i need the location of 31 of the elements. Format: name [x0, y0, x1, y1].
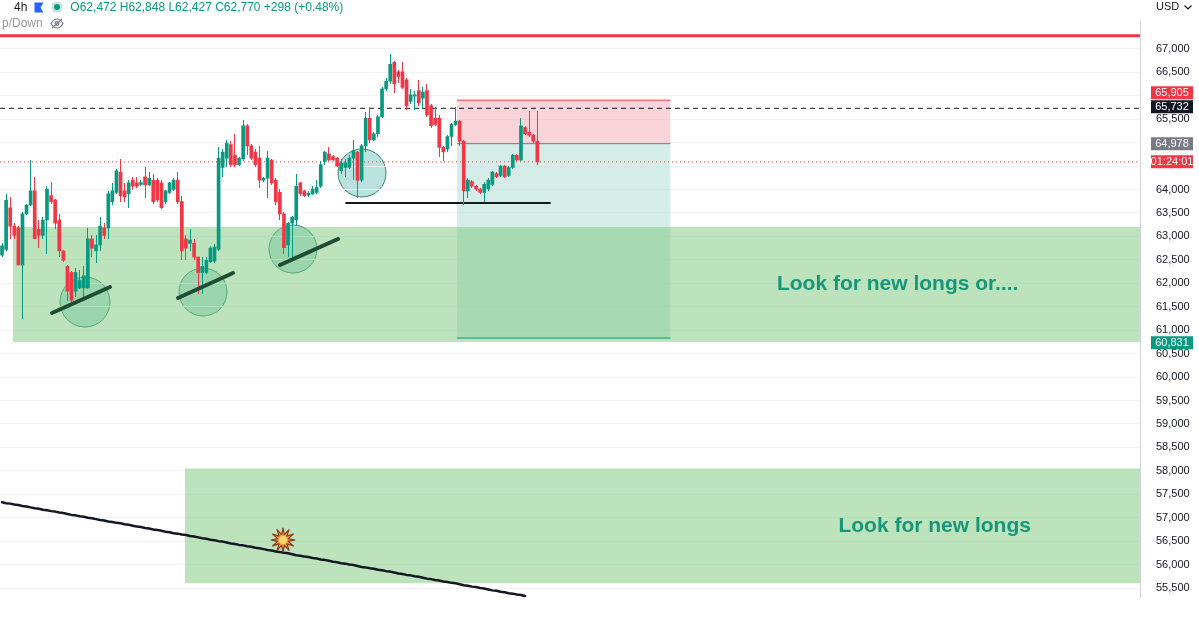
y-tick-label: 67,000 [1156, 41, 1190, 54]
y-tick-label: 61,000 [1156, 323, 1190, 336]
text: 64,978 [1155, 137, 1189, 150]
y-tick-label: 62,500 [1156, 252, 1190, 265]
y-tick-label: 65,500 [1156, 112, 1190, 125]
y-tick-label: 57,000 [1156, 510, 1190, 523]
y-tick-label: 63,000 [1156, 229, 1190, 242]
y-tick-label: 58,500 [1156, 440, 1190, 453]
text: 60,831 [1155, 336, 1189, 349]
y-tick-label: 55,500 [1156, 581, 1190, 594]
y-tick-label: 62,000 [1156, 276, 1190, 289]
y-axis-title: USD [1156, 0, 1180, 13]
band-label: Look for new longs or.... [776, 271, 1019, 295]
y-tick-label: 56,000 [1156, 557, 1190, 570]
y-tick-label: 59,000 [1156, 416, 1190, 429]
y-tick-label: 58,000 [1156, 463, 1190, 476]
y-tick-label: 61,500 [1156, 299, 1190, 312]
text: O62,472 H62,848 L62,427 C62,770 +298 (+0.48%) [70, 0, 344, 14]
y-tick-label: 59,500 [1156, 393, 1190, 406]
text: 4h [14, 0, 28, 14]
ref-line-label: 65,732 [1155, 100, 1189, 113]
y-tick-label: 56,500 [1156, 534, 1190, 547]
annotation: p/Down [2, 16, 43, 30]
y-tick-label: 63,500 [1156, 205, 1190, 218]
y-tick-label: 66,500 [1156, 65, 1190, 78]
y-tick-label: 64,000 [1156, 182, 1190, 195]
text: 65,905 [1155, 86, 1189, 99]
text: 01:24:01 [1150, 155, 1194, 168]
y-tick-label: 57,500 [1156, 487, 1190, 500]
y-tick-label: 60,000 [1156, 370, 1190, 383]
band-label: Look for new longs [838, 512, 1031, 536]
